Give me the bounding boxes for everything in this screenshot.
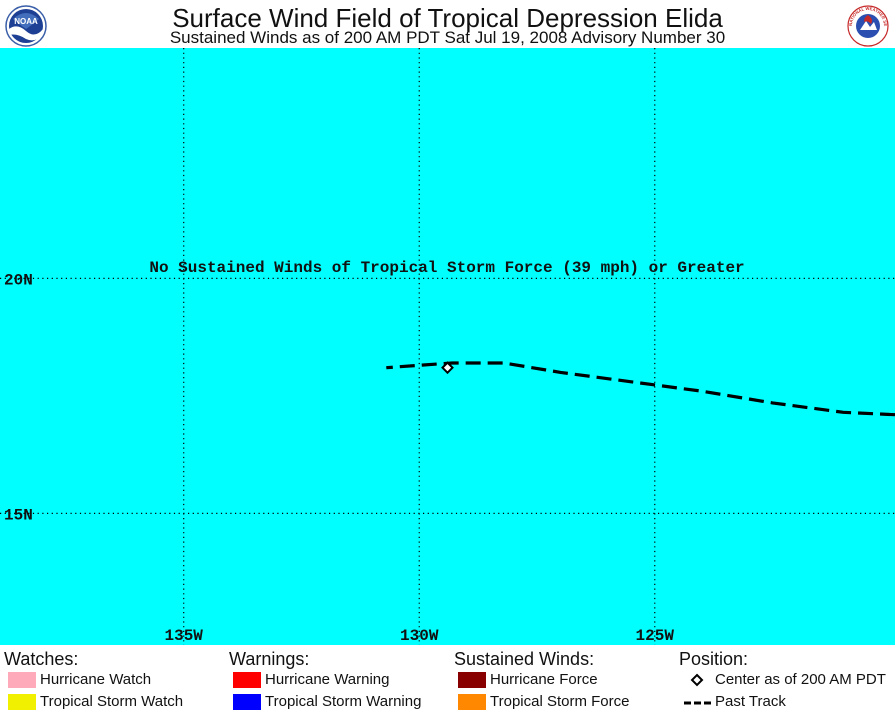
storm-center-diamond-icon xyxy=(441,361,454,375)
lon-label: 135W xyxy=(165,627,204,645)
svg-text:NOAA: NOAA xyxy=(14,17,38,26)
legend-item-hurricane-force: Hurricane Force xyxy=(454,670,598,692)
hurricane-force-swatch xyxy=(458,672,486,688)
header: NOAA Surface Wind Field of Tropical Depr… xyxy=(0,0,895,48)
nws-logo-icon: NATIONAL WEATHER SERVICE xyxy=(847,5,889,47)
lat-label: 15N xyxy=(4,506,33,524)
legend-sustained-winds: Sustained Winds: Hurricane Force Tropica… xyxy=(454,648,629,714)
graticule xyxy=(0,48,895,645)
legend-item-tropical-storm-watch: Tropical Storm Watch xyxy=(4,692,183,714)
diamond-icon xyxy=(690,673,704,687)
lon-label: 125W xyxy=(636,627,675,645)
tropical-storm-watch-swatch xyxy=(8,694,36,710)
legend-item-hurricane-watch: Hurricane Watch xyxy=(4,670,151,692)
ocean-background xyxy=(0,48,895,645)
wind-field-note: No Sustained Winds of Tropical Storm For… xyxy=(149,259,744,277)
legend-heading-sustained-winds: Sustained Winds: xyxy=(454,649,595,669)
map-area: 20N 15N 135W 130W 125W No Sustained Winds o… xyxy=(0,48,895,645)
lat-label: 20N xyxy=(4,271,33,289)
tropical-storm-warning-swatch xyxy=(233,694,261,710)
tropical-storm-force-swatch xyxy=(458,694,486,710)
legend-warnings: Warnings: Hurricane Warning Tropical Sto… xyxy=(229,648,421,714)
hurricane-warning-swatch xyxy=(233,672,261,688)
legend-heading-warnings: Warnings: xyxy=(229,649,310,669)
longitude-labels: 135W 130W 125W xyxy=(165,627,675,645)
dashed-line-icon xyxy=(684,701,711,705)
legend-watches: Watches: Hurricane Watch Tropical Storm … xyxy=(4,648,183,714)
lon-label: 130W xyxy=(400,627,439,645)
legend-item-center: Center as of 200 AM PDT xyxy=(679,670,886,692)
legend-item-tropical-storm-warning: Tropical Storm Warning xyxy=(229,692,421,714)
map-subtitle: Sustained Winds as of 200 AM PDT Sat Jul… xyxy=(169,28,726,47)
legend-item-hurricane-warning: Hurricane Warning xyxy=(229,670,390,692)
noaa-logo-icon: NOAA xyxy=(5,5,47,47)
map-title: Surface Wind Field of Tropical Depressio… xyxy=(172,3,723,33)
legend-item-past-track: Past Track xyxy=(679,692,786,714)
legend-item-tropical-storm-force: Tropical Storm Force xyxy=(454,692,629,714)
legend-heading-position: Position: xyxy=(679,649,749,669)
legend-heading-watches: Watches: xyxy=(4,649,79,669)
legend-position: Position: Center as of 200 AM PDT Past T… xyxy=(679,648,886,714)
latitude-labels: 20N 15N xyxy=(4,271,33,524)
legend: Watches: Hurricane Watch Tropical Storm … xyxy=(0,645,895,716)
hurricane-watch-swatch xyxy=(8,672,36,688)
past-track-line xyxy=(386,361,895,417)
